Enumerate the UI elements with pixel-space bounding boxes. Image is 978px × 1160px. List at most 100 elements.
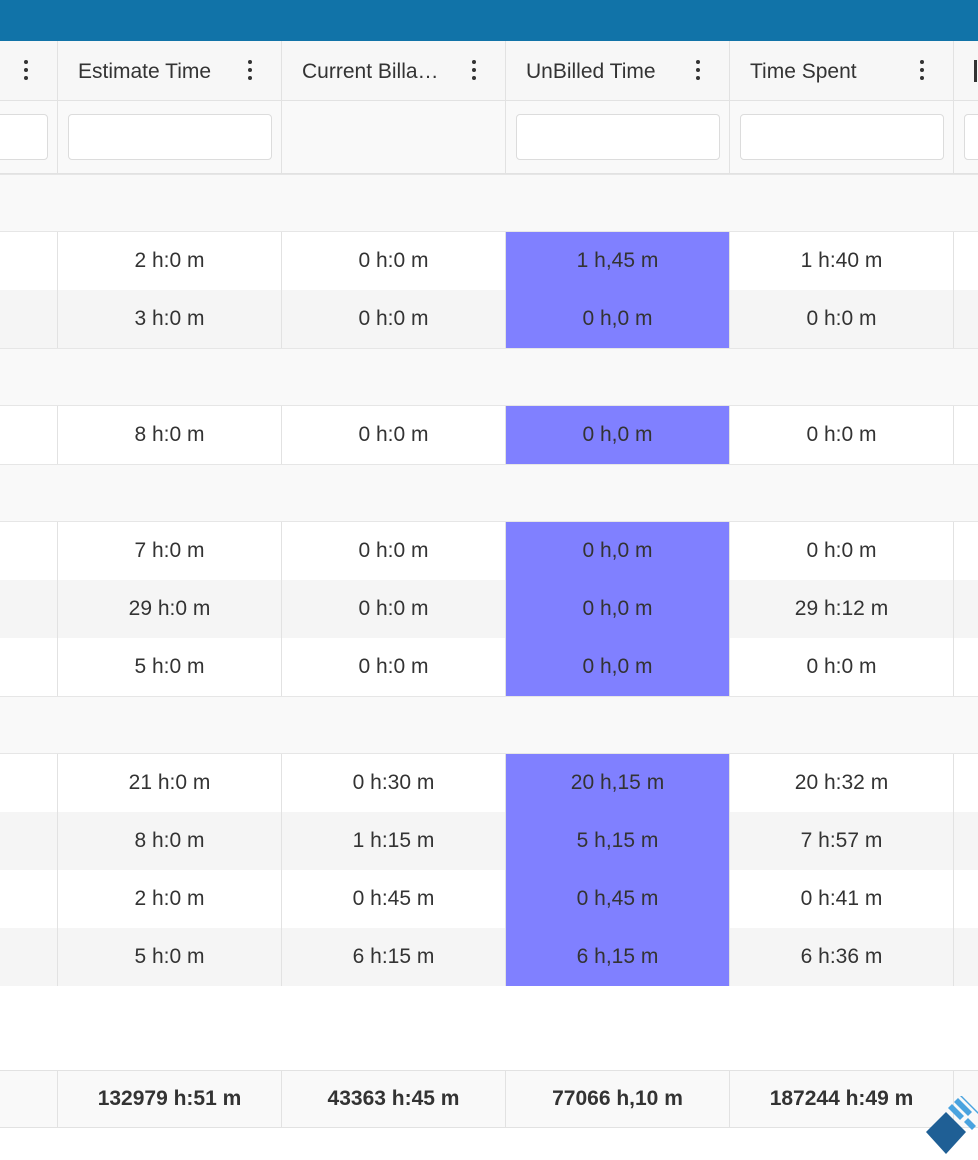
cell-unbilled-time: 0 h,0 m bbox=[506, 406, 730, 464]
totals-cell-hidden bbox=[0, 1071, 58, 1127]
cell-next bbox=[954, 812, 978, 870]
cell-hidden bbox=[0, 870, 58, 928]
cell-estimate-time: 5 h:0 m bbox=[58, 638, 282, 696]
column-menu-icon[interactable] bbox=[916, 56, 928, 84]
cell-current-billable: 0 h:0 m bbox=[282, 522, 506, 580]
grid-header: Estimate Time Current Billa… UnBilled Ti… bbox=[0, 41, 978, 101]
filter-cell bbox=[730, 101, 954, 173]
filter-cell bbox=[506, 101, 730, 173]
filter-input-unbilled-time[interactable] bbox=[516, 114, 720, 160]
cell-estimate-time: 29 h:0 m bbox=[58, 580, 282, 638]
totals-row: 132979 h:51 m 43363 h:45 m 77066 h,10 m … bbox=[0, 1070, 978, 1128]
total-estimate-time: 132979 h:51 m bbox=[58, 1071, 282, 1127]
cell-estimate-time: 7 h:0 m bbox=[58, 522, 282, 580]
group-row[interactable] bbox=[0, 464, 978, 522]
cell-hidden bbox=[0, 638, 58, 696]
column-menu-icon[interactable] bbox=[244, 56, 256, 84]
cell-current-billable: 0 h:0 m bbox=[282, 580, 506, 638]
cell-next bbox=[954, 928, 978, 986]
cell-estimate-time: 8 h:0 m bbox=[58, 406, 282, 464]
cell-next bbox=[954, 580, 978, 638]
cell-next bbox=[954, 232, 978, 290]
column-header-label: Time Spent bbox=[750, 60, 857, 83]
cell-hidden bbox=[0, 928, 58, 986]
cell-unbilled-time: 0 h,0 m bbox=[506, 290, 730, 348]
cell-unbilled-time: 0 h,0 m bbox=[506, 522, 730, 580]
cell-hidden bbox=[0, 580, 58, 638]
column-menu-icon[interactable] bbox=[468, 56, 480, 84]
column-menu-icon[interactable] bbox=[692, 56, 704, 84]
group-row[interactable] bbox=[0, 696, 978, 754]
filter-input-time-spent[interactable] bbox=[740, 114, 944, 160]
cell-time-spent: 20 h:32 m bbox=[730, 754, 954, 812]
cell-next bbox=[954, 406, 978, 464]
cell-estimate-time: 21 h:0 m bbox=[58, 754, 282, 812]
column-header-label: Estimate Time bbox=[78, 60, 212, 83]
cell-hidden bbox=[0, 232, 58, 290]
filter-cell-empty bbox=[282, 101, 506, 173]
filter-input-next[interactable] bbox=[964, 114, 978, 160]
group-row[interactable] bbox=[0, 174, 978, 232]
column-header-clipped-label bbox=[974, 60, 977, 82]
filter-input-hidden[interactable] bbox=[0, 114, 48, 160]
cell-current-billable: 1 h:15 m bbox=[282, 812, 506, 870]
cell-estimate-time: 2 h:0 m bbox=[58, 870, 282, 928]
cell-hidden bbox=[0, 812, 58, 870]
column-menu-icon[interactable] bbox=[20, 56, 32, 84]
cell-time-spent: 0 h:0 m bbox=[730, 290, 954, 348]
cell-estimate-time: 2 h:0 m bbox=[58, 232, 282, 290]
cell-unbilled-time: 0 h,0 m bbox=[506, 638, 730, 696]
cell-time-spent: 0 h:0 m bbox=[730, 638, 954, 696]
column-header-label: Current Billa… bbox=[302, 60, 439, 83]
cell-current-billable: 0 h:0 m bbox=[282, 406, 506, 464]
cell-time-spent: 29 h:12 m bbox=[730, 580, 954, 638]
cell-current-billable: 0 h:0 m bbox=[282, 232, 506, 290]
cell-current-billable: 0 h:0 m bbox=[282, 290, 506, 348]
cell-current-billable: 0 h:45 m bbox=[282, 870, 506, 928]
column-header-label: UnBilled Time bbox=[526, 60, 656, 83]
cell-next bbox=[954, 638, 978, 696]
cell-next bbox=[954, 870, 978, 928]
cell-unbilled-time: 0 h,45 m bbox=[506, 870, 730, 928]
top-bar bbox=[0, 0, 978, 41]
cell-hidden bbox=[0, 406, 58, 464]
cell-estimate-time: 8 h:0 m bbox=[58, 812, 282, 870]
filter-input-estimate-time[interactable] bbox=[68, 114, 272, 160]
filter-row bbox=[0, 101, 978, 174]
column-header-hidden[interactable] bbox=[0, 41, 58, 100]
cell-next bbox=[954, 522, 978, 580]
filter-cell bbox=[58, 101, 282, 173]
group-row[interactable] bbox=[0, 348, 978, 406]
cell-unbilled-time: 1 h,45 m bbox=[506, 232, 730, 290]
total-current-billable: 43363 h:45 m bbox=[282, 1071, 506, 1127]
column-header-estimate-time[interactable]: Estimate Time bbox=[58, 41, 282, 100]
column-header-next[interactable] bbox=[954, 41, 978, 100]
cell-next bbox=[954, 290, 978, 348]
column-header-time-spent[interactable]: Time Spent bbox=[730, 41, 954, 100]
cell-unbilled-time: 20 h,15 m bbox=[506, 754, 730, 812]
cell-current-billable: 0 h:0 m bbox=[282, 638, 506, 696]
app-logo-icon bbox=[926, 1096, 978, 1154]
total-time-spent: 187244 h:49 m bbox=[730, 1071, 954, 1127]
column-header-current-billable[interactable]: Current Billa… bbox=[282, 41, 506, 100]
cell-estimate-time: 3 h:0 m bbox=[58, 290, 282, 348]
filter-cell bbox=[954, 101, 978, 173]
cell-hidden bbox=[0, 290, 58, 348]
column-header-unbilled-time[interactable]: UnBilled Time bbox=[506, 41, 730, 100]
cell-unbilled-time: 5 h,15 m bbox=[506, 812, 730, 870]
cell-time-spent: 0 h:0 m bbox=[730, 522, 954, 580]
total-unbilled-time: 77066 h,10 m bbox=[506, 1071, 730, 1127]
filter-cell bbox=[0, 101, 58, 173]
cell-time-spent: 0 h:41 m bbox=[730, 870, 954, 928]
